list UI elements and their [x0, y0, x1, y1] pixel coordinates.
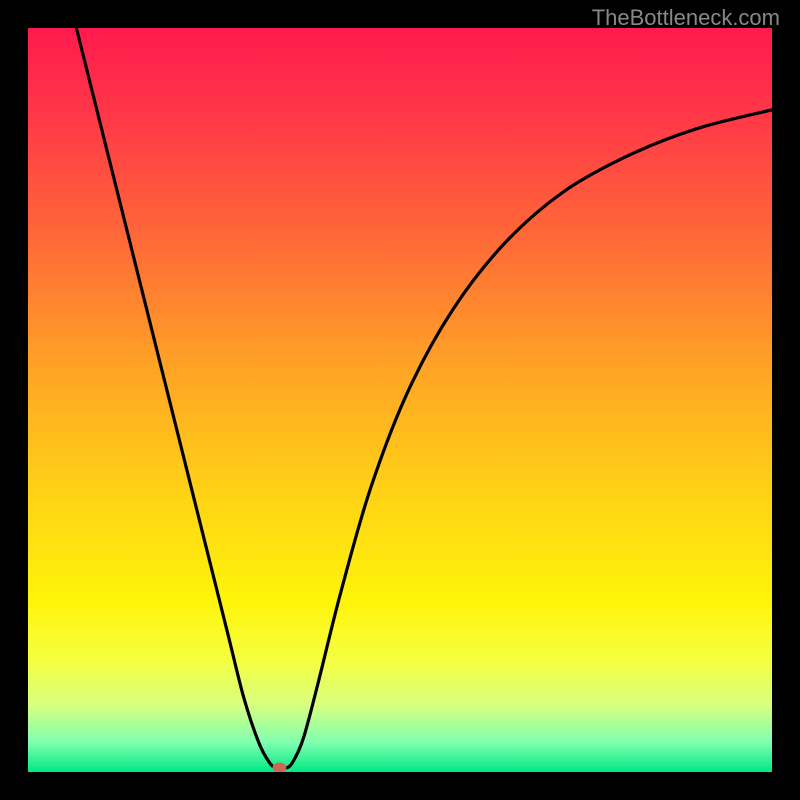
chart-plot-area	[28, 28, 772, 772]
chart-background	[28, 28, 772, 772]
chart-svg	[28, 28, 772, 772]
watermark-text: TheBottleneck.com	[592, 5, 780, 31]
